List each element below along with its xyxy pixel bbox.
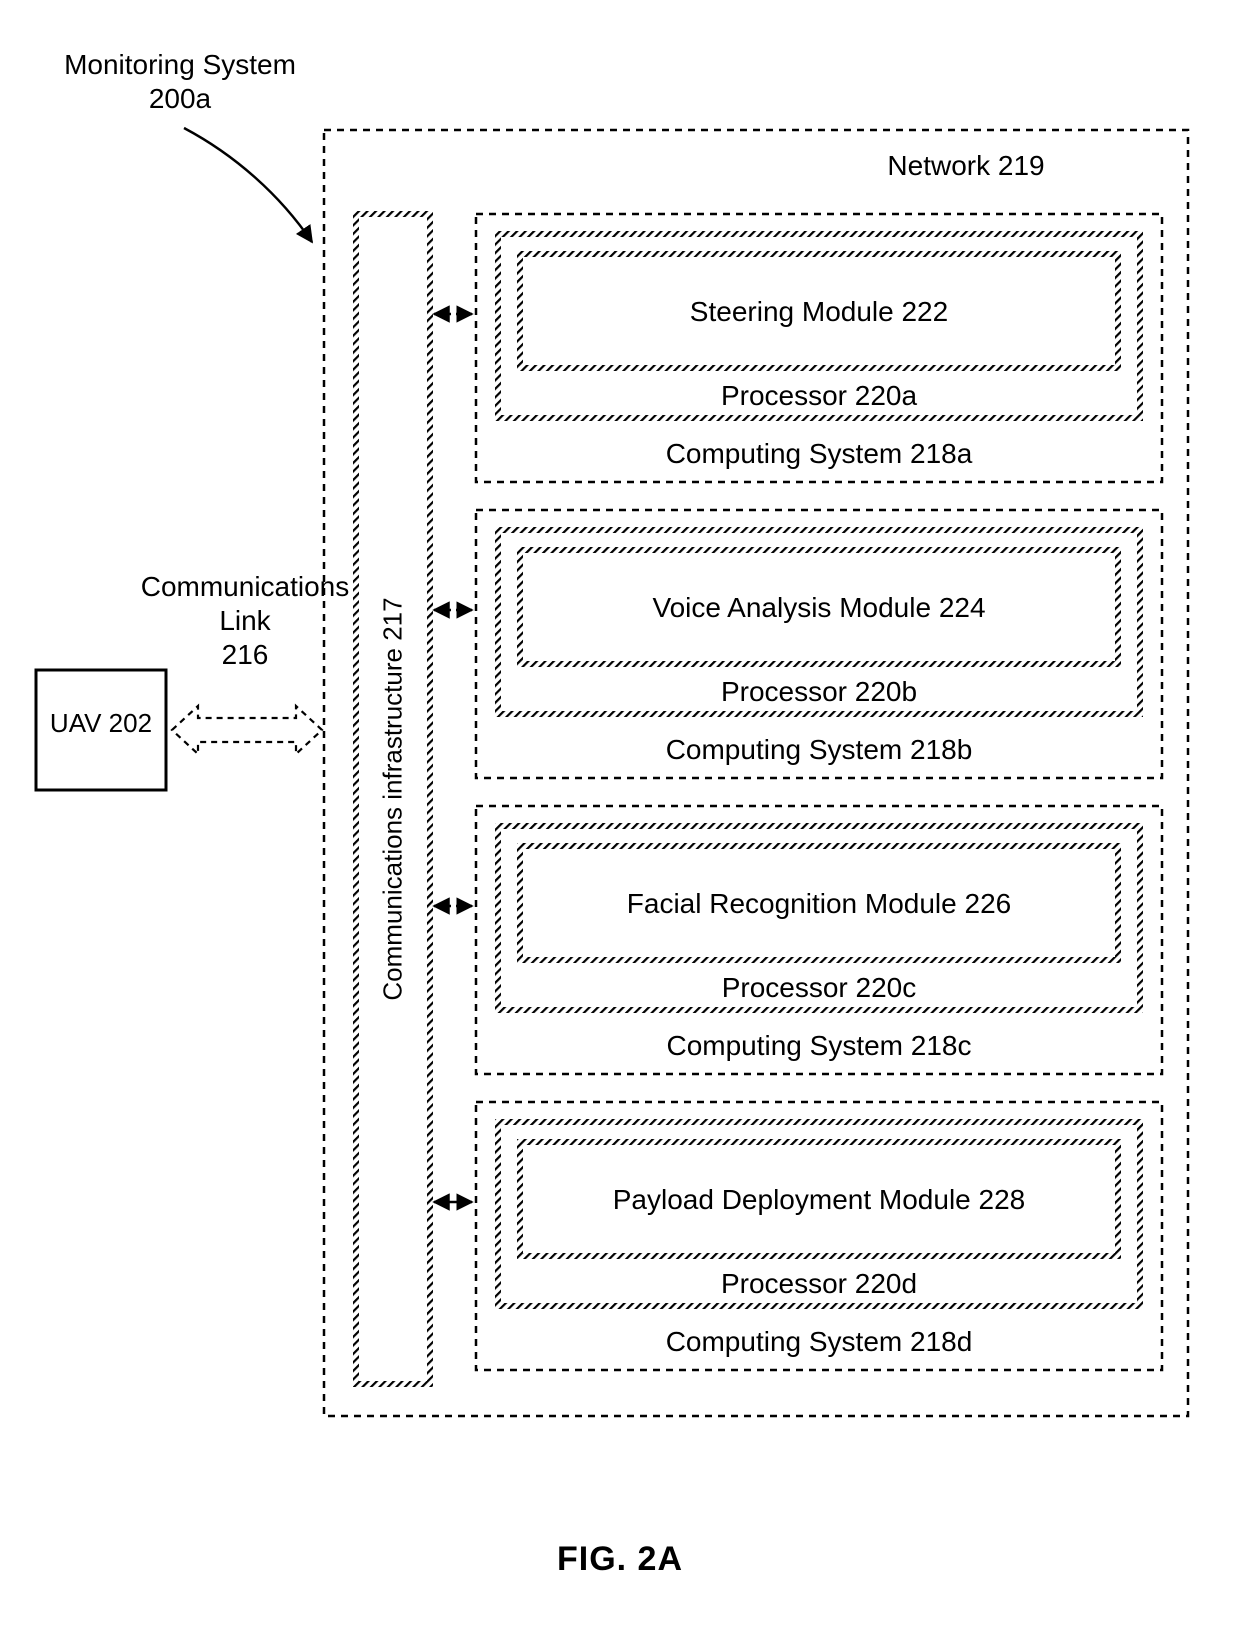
computing-label: Computing System 218a: [476, 438, 1162, 470]
processor-label: Processor 220b: [498, 676, 1140, 708]
comm-link-line: 216: [120, 638, 370, 672]
comm-link-label: Communications Link 216: [120, 570, 370, 672]
diagram-title: Monitoring System 200a: [40, 48, 320, 116]
comm-link-line: Link: [120, 604, 370, 638]
module-label: Steering Module 222: [520, 296, 1118, 328]
figure-caption: FIG. 2A: [0, 1540, 1240, 1579]
title-line: Monitoring System: [40, 48, 320, 82]
comm-link-arrow: [172, 706, 322, 754]
infra-label: Communications infrastructure 217: [378, 597, 409, 1000]
network-label: Network 219: [324, 150, 1188, 182]
title-line: 200a: [40, 82, 320, 116]
module-label: Facial Recognition Module 226: [520, 888, 1118, 920]
computing-label: Computing System 218d: [476, 1326, 1162, 1358]
uav-label: UAV 202: [36, 708, 166, 739]
module-label: Payload Deployment Module 228: [520, 1184, 1118, 1216]
processor-label: Processor 220d: [498, 1268, 1140, 1300]
comm-link-line: Communications: [120, 570, 370, 604]
module-label: Voice Analysis Module 224: [520, 592, 1118, 624]
leader-line: [184, 128, 312, 242]
processor-label: Processor 220a: [498, 380, 1140, 412]
computing-label: Computing System 218c: [476, 1030, 1162, 1062]
infra-label-wrap: Communications infrastructure 217: [356, 214, 430, 1384]
diagram-svg: [0, 0, 1240, 1651]
processor-label: Processor 220c: [498, 972, 1140, 1004]
computing-label: Computing System 218b: [476, 734, 1162, 766]
